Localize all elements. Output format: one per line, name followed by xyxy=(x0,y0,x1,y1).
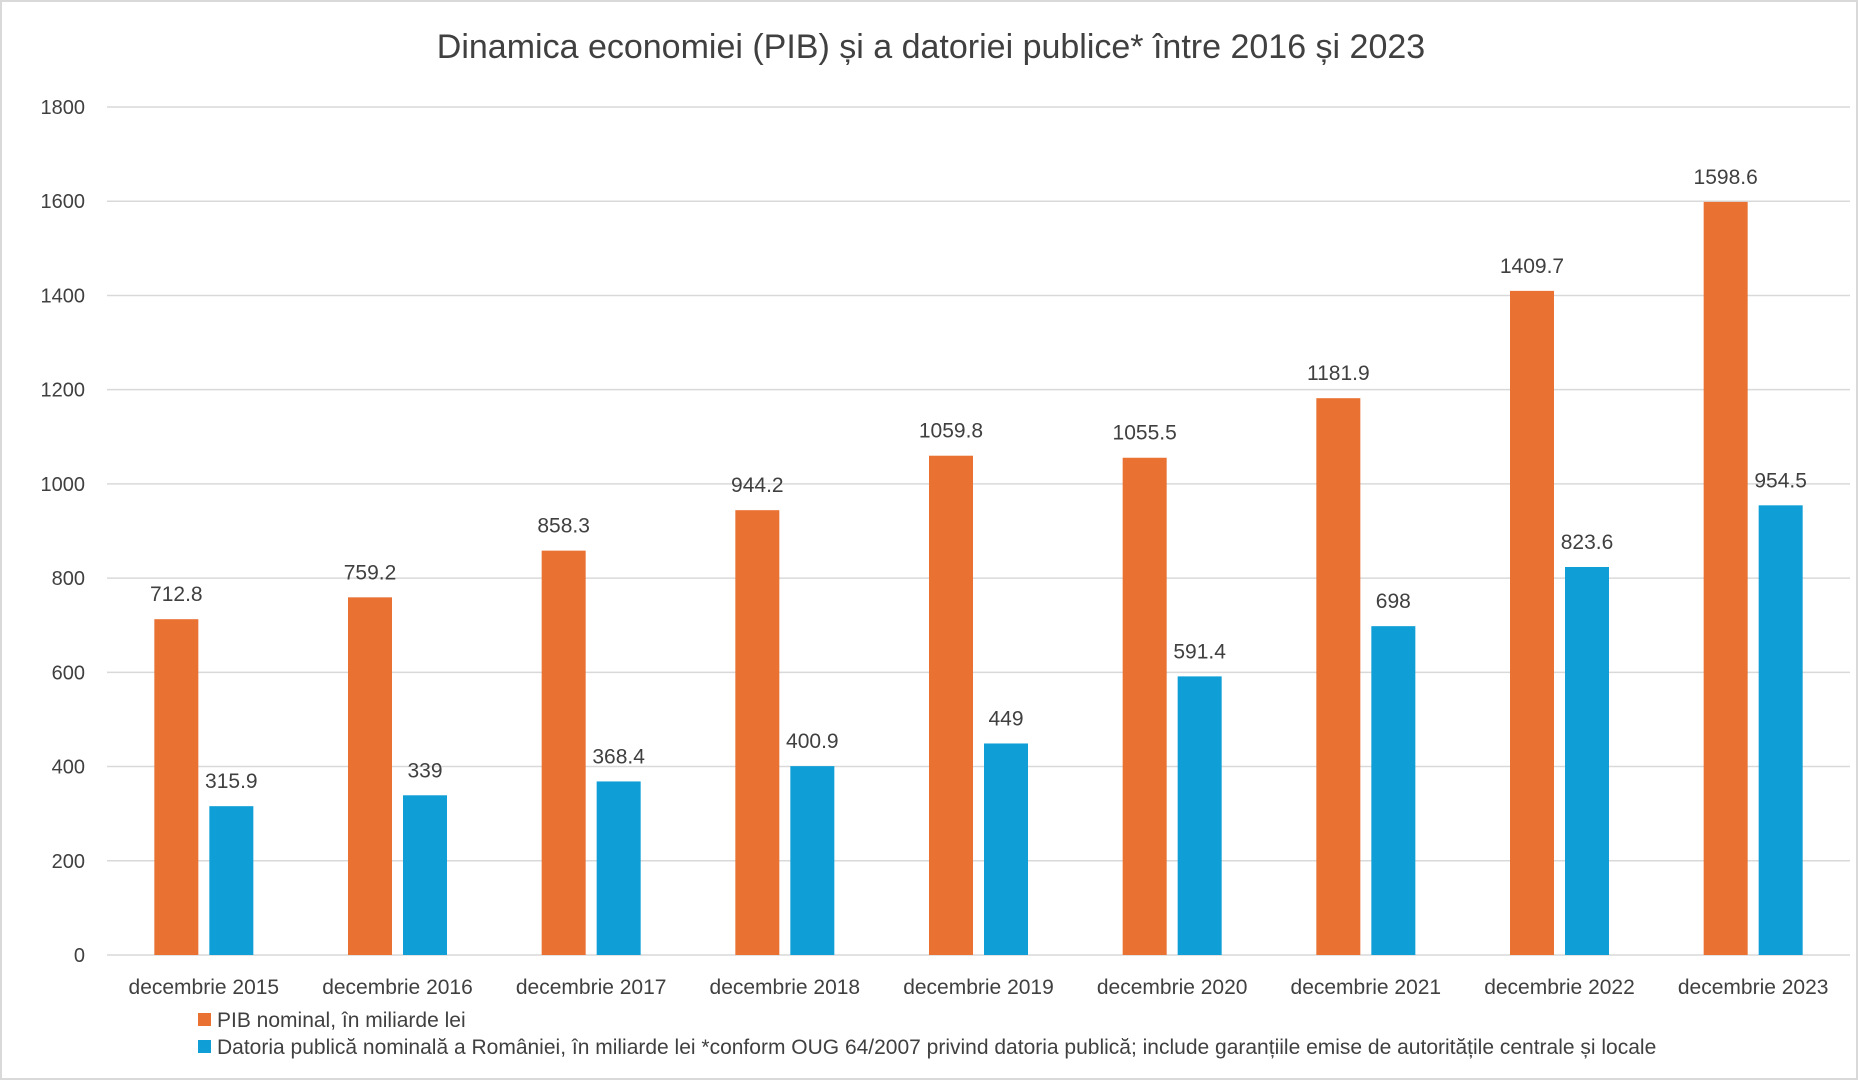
datorie-data-label: 591.4 xyxy=(1173,640,1226,663)
datorie-bar xyxy=(1565,566,1609,955)
gridlines xyxy=(107,106,1850,956)
y-axis-ticks: 0 200 400 600 800 1000 1200 1400 1600 1800 xyxy=(41,97,86,967)
pib-bar xyxy=(929,455,973,955)
legend-entry: Datoria publică nominală a României, în … xyxy=(217,1036,1656,1059)
datorie-data-label: 823.6 xyxy=(1561,531,1614,554)
pib-data-label: 1181.9 xyxy=(1307,362,1370,385)
datorie-bar xyxy=(596,781,641,955)
bars xyxy=(154,201,1803,956)
datorie-data-label: 449 xyxy=(988,707,1023,730)
pib-bar xyxy=(154,619,199,955)
legend: PIB nominal, în miliarde lei Datoria publ… xyxy=(198,1009,1656,1059)
pib-data-label: 712.8 xyxy=(150,583,203,606)
y-tick-label: 1600 xyxy=(41,191,86,213)
y-tick-label: 1400 xyxy=(41,285,86,307)
datorie-bar xyxy=(790,766,835,955)
legend-entry: PIB nominal, în miliarde lei xyxy=(217,1009,466,1032)
legend-swatch xyxy=(198,1013,211,1026)
pib-bar xyxy=(541,550,586,955)
datorie-bar xyxy=(1371,626,1416,955)
y-tick-label: 600 xyxy=(52,662,85,684)
pib-data-label: 759.2 xyxy=(344,561,397,584)
x-category-label: decembrie 2020 xyxy=(1097,976,1248,999)
y-tick-label: 200 xyxy=(52,851,85,873)
y-tick-label: 1800 xyxy=(41,97,86,119)
pib-bar xyxy=(735,510,780,955)
chart-title: Dinamica economiei (PIB) și a datoriei p… xyxy=(437,28,1425,66)
datorie-bar xyxy=(403,795,447,955)
pib-data-label: 1059.8 xyxy=(919,420,983,443)
x-axis-categories: decembrie 2015 decembrie 2016 decembrie 20… xyxy=(129,976,1829,999)
pib-data-label: 1055.5 xyxy=(1113,422,1177,445)
datorie-data-label: 315.9 xyxy=(205,770,258,793)
data-labels: 712.8 315.9 759.2 339 858.3 368.4 944.2 400.9 10… xyxy=(150,166,1807,793)
pib-data-label: 944.2 xyxy=(731,474,784,497)
datorie-bar xyxy=(984,743,1028,955)
pib-data-label: 1409.7 xyxy=(1500,255,1564,278)
x-category-label: decembrie 2015 xyxy=(129,976,280,999)
y-tick-label: 1000 xyxy=(41,474,86,496)
datorie-data-label: 954.5 xyxy=(1754,469,1807,492)
datorie-data-label: 698 xyxy=(1376,590,1411,613)
pib-bar xyxy=(1122,457,1167,955)
x-category-label: decembrie 2017 xyxy=(516,976,667,999)
x-category-label: decembrie 2018 xyxy=(710,976,861,999)
datorie-bar xyxy=(1758,505,1803,955)
pib-data-label: 858.3 xyxy=(537,515,590,538)
x-category-label: decembrie 2021 xyxy=(1291,976,1442,999)
datorie-bar xyxy=(209,806,254,955)
pib-bar xyxy=(348,597,392,955)
y-tick-label: 400 xyxy=(52,757,85,779)
datorie-bar xyxy=(1177,676,1222,955)
legend-swatch xyxy=(198,1040,211,1053)
pib-bar xyxy=(1703,201,1748,955)
datorie-data-label: 400.9 xyxy=(786,730,839,753)
pib-bar xyxy=(1510,290,1554,956)
x-category-label: decembrie 2016 xyxy=(322,976,473,999)
y-tick-label: 0 xyxy=(74,945,85,967)
x-category-label: decembrie 2019 xyxy=(903,976,1054,999)
datorie-data-label: 368.4 xyxy=(592,745,645,768)
y-tick-label: 1200 xyxy=(41,380,86,402)
datorie-data-label: 339 xyxy=(407,759,442,782)
x-category-label: decembrie 2023 xyxy=(1678,976,1829,999)
pib-data-label: 1598.6 xyxy=(1694,166,1758,189)
x-category-label: decembrie 2022 xyxy=(1484,976,1635,999)
pib-bar xyxy=(1316,398,1361,955)
y-tick-label: 800 xyxy=(52,568,85,590)
